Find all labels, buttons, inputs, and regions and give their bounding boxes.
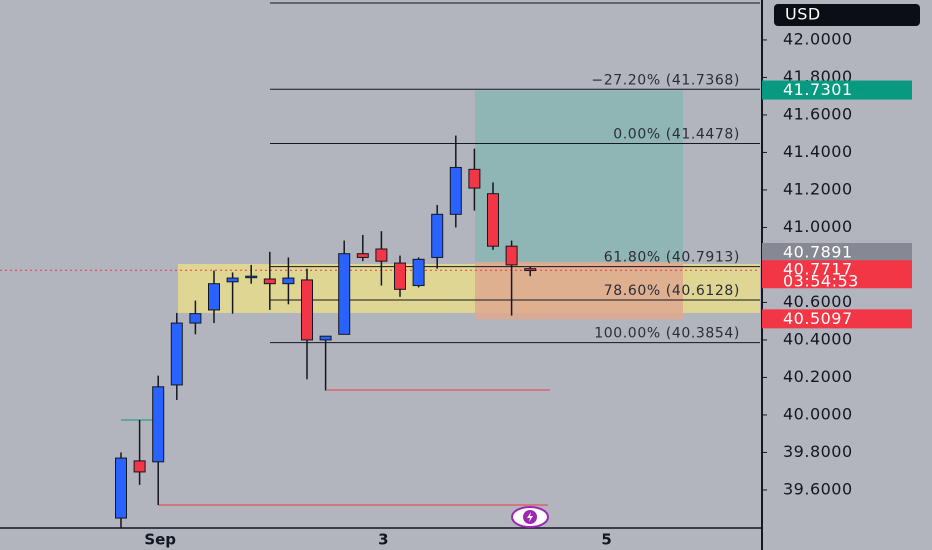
- candle-body: [375, 248, 388, 262]
- price-tag: [762, 80, 912, 100]
- candle-body: [431, 213, 444, 258]
- candle-body: [133, 460, 146, 473]
- price-tag: [762, 260, 912, 289]
- y-tick-label: 40.4000: [783, 329, 853, 348]
- fib-label: 0.00% (41.4478): [613, 126, 740, 142]
- y-tick-label: 41.4000: [783, 142, 853, 161]
- candle-body: [412, 258, 425, 287]
- x-tick-label: 3: [378, 531, 388, 549]
- price-tag-label: 40.7717: [783, 260, 853, 279]
- candle-body: [468, 168, 481, 189]
- candle-body: [170, 322, 183, 386]
- price-tag-label: 41.7301: [783, 80, 853, 99]
- price-tag: [762, 309, 912, 329]
- candle-body: [338, 253, 351, 335]
- candle-body: [356, 253, 369, 258]
- candle-body: [449, 166, 462, 215]
- candle-body: [319, 335, 332, 341]
- y-tick-label: 42.0000: [783, 29, 853, 48]
- countdown: 03:54:53: [783, 272, 859, 291]
- y-tick-label: 41.6000: [783, 104, 853, 123]
- time-axis: Sep 3 5: [144, 531, 611, 549]
- x-tick-label: 5: [601, 531, 611, 549]
- zones: [178, 90, 760, 320]
- candle-body: [524, 268, 537, 272]
- zone: [475, 90, 683, 262]
- fib-label: 100.00% (40.3854): [594, 326, 740, 342]
- candle-body: [394, 262, 406, 290]
- candle-body: [263, 278, 276, 285]
- levels: −27.20% (41.7368) 0.00% (41.4478) 61.80% (…: [0, 2, 760, 506]
- price-tag-label: 40.7891: [783, 242, 853, 261]
- candle-body: [301, 279, 313, 341]
- candle-body: [152, 386, 165, 463]
- candle-body: [226, 277, 239, 283]
- candle-body: [282, 277, 295, 285]
- candle-body: [115, 457, 127, 519]
- y-tick-label: 40.6000: [783, 292, 853, 311]
- event-icon-bolt[interactable]: [527, 512, 533, 522]
- fib-label: 61.80% (40.7913): [604, 250, 740, 266]
- event-icon[interactable]: [511, 506, 549, 528]
- fib-label: 78.60% (40.6128): [604, 283, 740, 299]
- y-tick-label: 40.2000: [783, 367, 853, 386]
- fib-label: −27.20% (41.7368): [591, 72, 740, 88]
- y-tick-label: 39.8000: [783, 442, 853, 461]
- candle-body: [245, 275, 258, 279]
- candles: [115, 135, 537, 528]
- y-tick-label: 39.6000: [783, 479, 853, 498]
- y-tick-label: 41.2000: [783, 179, 853, 198]
- price-tag-label: 40.5097: [783, 309, 853, 328]
- candle-body: [487, 193, 499, 247]
- x-tick-label: Sep: [144, 531, 176, 549]
- currency-label[interactable]: USD: [785, 5, 821, 24]
- candle-body: [208, 283, 220, 311]
- zone: [475, 261, 683, 320]
- y-tick-label: 40.0000: [783, 404, 853, 423]
- candle-body: [505, 245, 518, 266]
- price-tag: [762, 242, 912, 262]
- candle-body: [189, 313, 202, 324]
- y-tick-label: 41.0000: [783, 217, 853, 236]
- currency-box[interactable]: [774, 4, 920, 26]
